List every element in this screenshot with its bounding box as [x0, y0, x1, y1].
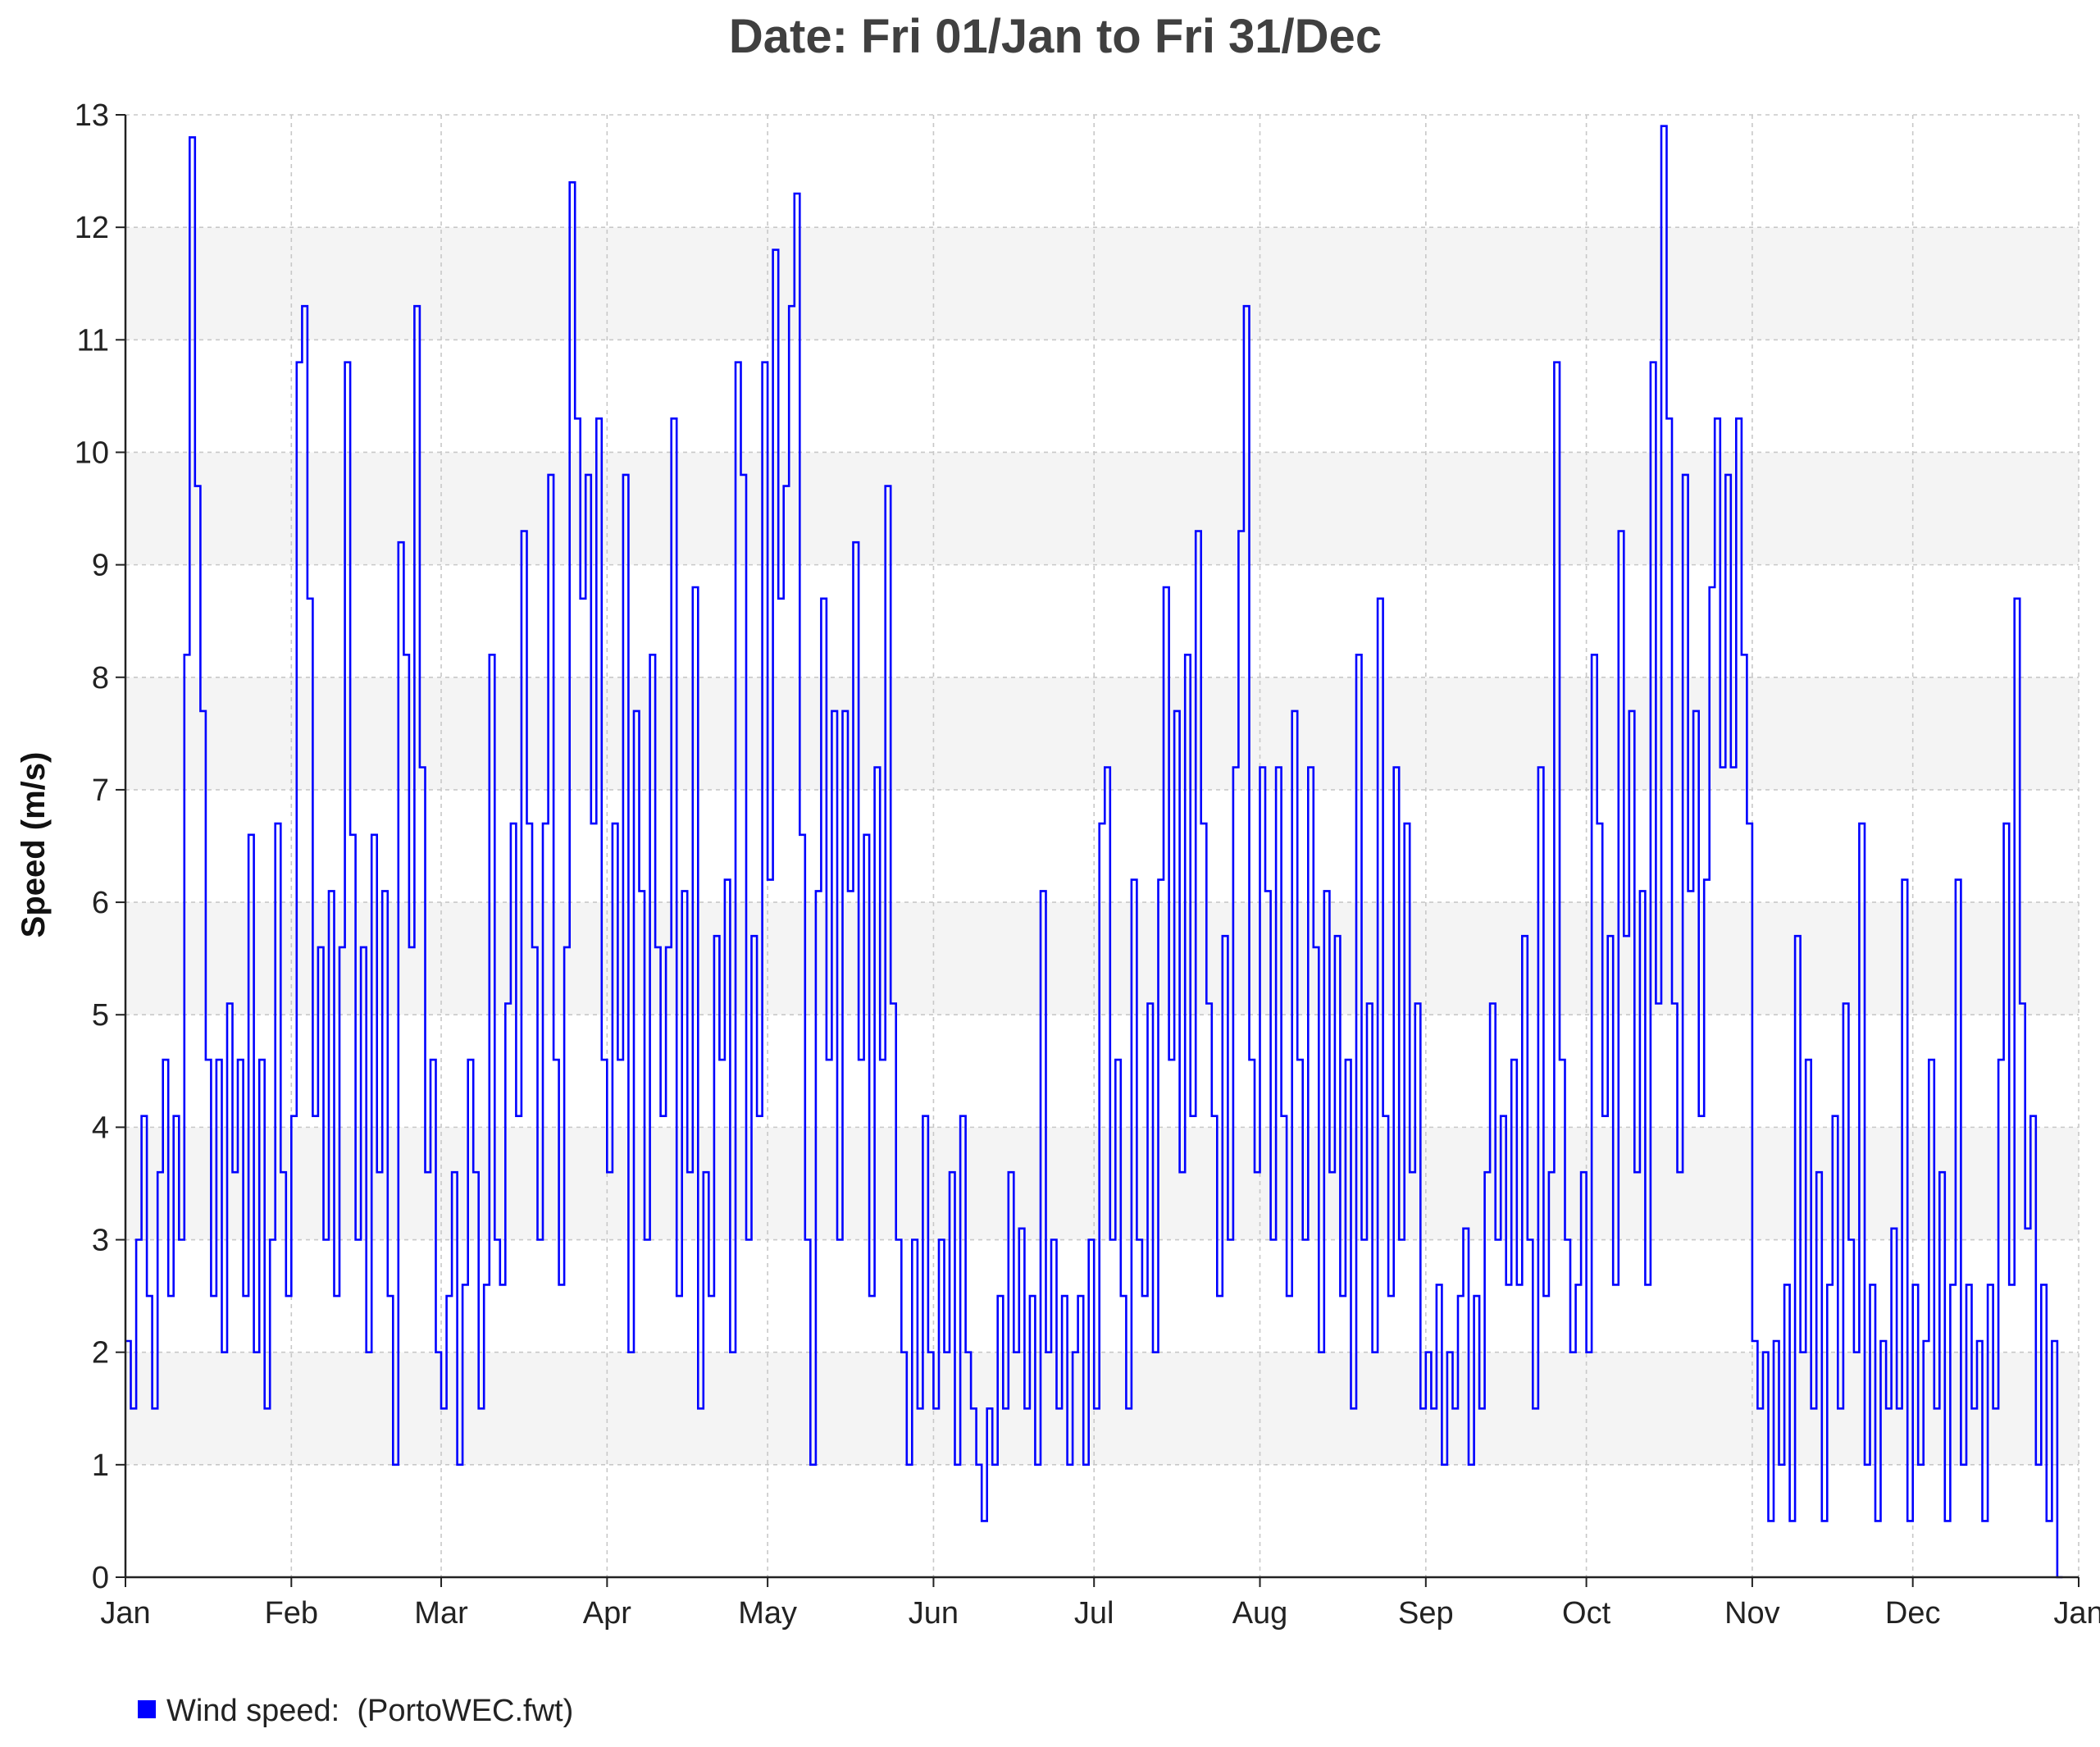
band-1: [125, 1352, 2079, 1465]
x-tick-label: Jun: [909, 1596, 959, 1631]
x-tick-labels: Jan Feb Mar Apr May Jun Jul Aug Sep Oct Nov Dec Jan: [100, 1596, 2100, 1631]
y-tick-label: 0: [92, 1561, 109, 1595]
series-layer: [125, 125, 2063, 1579]
y-tick-label: 12: [75, 211, 109, 245]
y-tick-label: 1: [92, 1448, 109, 1483]
x-tick-label: May: [738, 1596, 797, 1631]
y-tick-label: 4: [92, 1111, 109, 1145]
y-tick-label: 5: [92, 998, 109, 1033]
y-tick-label: 9: [92, 549, 109, 583]
legend-swatch: [138, 1700, 156, 1718]
y-tick-label: 13: [75, 98, 109, 133]
y-tick-label: 6: [92, 886, 109, 920]
x-tick-label: Jan: [2053, 1596, 2100, 1631]
y-tick-label: 10: [75, 436, 109, 470]
y-tick-label: 11: [77, 323, 109, 358]
band-5: [125, 902, 2079, 1015]
x-tick-label: Feb: [265, 1596, 318, 1631]
x-tick-label: Mar: [414, 1596, 468, 1631]
wind-speed-series-line: [125, 125, 2063, 1579]
x-tick-label: Apr: [583, 1596, 631, 1631]
x-tick-label: Aug: [1232, 1596, 1288, 1631]
x-tick-label: Jan: [100, 1596, 150, 1631]
y-tick-label: 7: [92, 773, 109, 808]
x-tick-label: Nov: [1724, 1596, 1780, 1631]
axes: [116, 114, 2080, 1587]
y-axis-title: Speed (m/s): [16, 752, 52, 938]
x-tick-label: Oct: [1562, 1596, 1611, 1631]
y-tick-label: 3: [92, 1224, 109, 1258]
x-tick-label: Jul: [1074, 1596, 1114, 1631]
band-11: [125, 227, 2079, 340]
legend-label: Wind speed: (PortoWEC.fwt): [166, 1694, 573, 1728]
legend: Wind speed: (PortoWEC.fwt): [138, 1694, 573, 1728]
band-3: [125, 1127, 2079, 1240]
y-tick-label: 2: [92, 1336, 109, 1371]
chart-title: Date: Fri 01/Jan to Fri 31/Dec: [729, 10, 1382, 63]
band-9: [125, 452, 2079, 565]
x-tick-label: Sep: [1398, 1596, 1454, 1631]
band-7: [125, 677, 2079, 790]
x-tick-label: Dec: [1885, 1596, 1941, 1631]
y-tick-label: 8: [92, 661, 109, 696]
